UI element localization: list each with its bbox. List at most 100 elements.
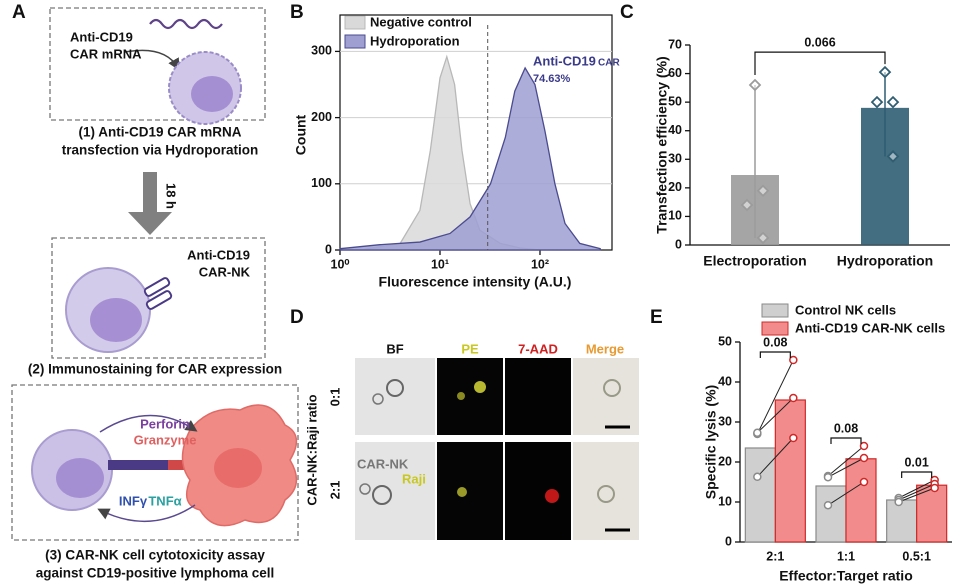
image: [573, 442, 639, 540]
label: TNFα: [148, 493, 181, 508]
point: [756, 184, 770, 197]
y-axis-title: Specific lysis (%): [703, 385, 719, 499]
pair-line: [756, 359, 794, 435]
caption: against CD19-positive lymphoma cell: [36, 566, 275, 581]
mrna: [149, 18, 223, 30]
y-tick-label: 60: [668, 66, 682, 80]
y-tick-label: 10: [718, 494, 732, 508]
cell: [597, 485, 615, 503]
y-tick-label: 30: [668, 152, 682, 166]
column-label: PE: [461, 341, 479, 356]
y-tick-label: 40: [718, 374, 732, 388]
legend-swatch: [761, 303, 789, 318]
image: [437, 442, 503, 540]
receptor: [108, 460, 168, 470]
label: 18 h: [164, 183, 179, 209]
arrow: [128, 212, 172, 235]
point: [823, 500, 833, 510]
point: [859, 441, 869, 451]
legend-swatch: [761, 321, 789, 336]
point: [753, 428, 762, 438]
cell: [372, 393, 384, 405]
cell: [474, 381, 486, 393]
y-tick-label: 200: [311, 110, 332, 124]
significance-bracket: [754, 51, 886, 75]
annotation: CAR: [598, 58, 620, 69]
receptor: [143, 277, 171, 297]
image: [355, 442, 435, 540]
x-axis-title: Fluorescence intensity (A.U.): [379, 274, 572, 290]
y-tick-label: 40: [668, 123, 682, 137]
x-tick-label: 10⁰: [331, 257, 351, 271]
point: [789, 355, 798, 365]
y-tick-label: 20: [668, 180, 682, 194]
bar: [774, 399, 806, 543]
column-label: Merge: [586, 341, 624, 356]
bar: [886, 499, 918, 543]
nucleus: [191, 76, 233, 112]
point: [878, 65, 892, 79]
point: [789, 433, 798, 443]
receptor: [145, 290, 173, 310]
y-tick-label: 30: [718, 414, 732, 428]
point: [886, 150, 900, 163]
panel-letter: B: [290, 2, 304, 23]
y-tick-label: 0: [325, 242, 332, 256]
y-tick-label: 100: [311, 176, 332, 190]
arrow: [124, 49, 180, 71]
x-tick-label: 2:1: [766, 549, 784, 563]
y-tick-label: 0: [725, 534, 732, 548]
panel-d: BF PE 7-AAD Merge CAR-NK:Raji ratio 0:1 …: [304, 341, 639, 540]
legend-label: Negative control: [370, 14, 472, 29]
y-tick-label: 300: [311, 44, 332, 58]
p-value: 0.01: [904, 455, 928, 469]
cell: [457, 487, 467, 497]
legend-swatch: [344, 15, 366, 30]
x-tick-label: 1:1: [837, 549, 855, 563]
cell: [545, 489, 559, 503]
arrow: [97, 504, 196, 523]
p-value: 0.08: [834, 421, 858, 435]
bar: [916, 484, 948, 543]
point: [894, 497, 903, 507]
x-axis-title: Effector:Target ratio: [779, 568, 913, 584]
point: [748, 78, 762, 92]
caption: (3) CAR-NK cell cytotoxicity assay: [45, 548, 265, 563]
step-box: [49, 7, 266, 121]
point: [859, 453, 869, 463]
nucleus: [90, 298, 142, 342]
y-tick-label: 50: [668, 94, 682, 108]
pair-line: [827, 445, 865, 477]
point: [823, 472, 833, 482]
pair-line: [898, 479, 935, 499]
image: [437, 358, 503, 435]
cell-label: Raji: [402, 471, 426, 486]
row-label: 2:1: [327, 481, 342, 500]
caption: transfection via Hydroporation: [62, 143, 259, 158]
annotation: Anti-CD19: [533, 53, 596, 68]
y-axis-title: Transfection efficiency (%): [654, 56, 670, 233]
y-tick-label: 0: [675, 237, 682, 251]
cell-label: CAR-NK: [357, 456, 409, 471]
x-tick-label: 10¹: [431, 257, 449, 271]
column-label: BF: [386, 341, 403, 356]
significance-bracket: [901, 471, 933, 478]
cell: [372, 485, 392, 505]
pair-line: [827, 481, 865, 506]
point: [756, 231, 770, 245]
image: [505, 442, 571, 540]
row-title: CAR-NK:Raji ratio: [304, 394, 319, 505]
y-axis-title: Count: [293, 114, 309, 155]
point: [930, 483, 939, 493]
histogram-area: [339, 66, 601, 251]
pair-line: [898, 483, 935, 501]
pair-line: [898, 487, 935, 503]
cell: [359, 483, 371, 495]
legend-label: Anti-CD19 CAR-NK cells: [795, 320, 945, 335]
p-value: 0.066: [804, 35, 835, 49]
x-tick-label: 10²: [531, 257, 549, 271]
significance-bracket: [759, 351, 791, 358]
caption: (2) Immunostaining for CAR expression: [28, 362, 282, 377]
point: [886, 95, 900, 109]
row-label: 0:1: [327, 388, 342, 407]
